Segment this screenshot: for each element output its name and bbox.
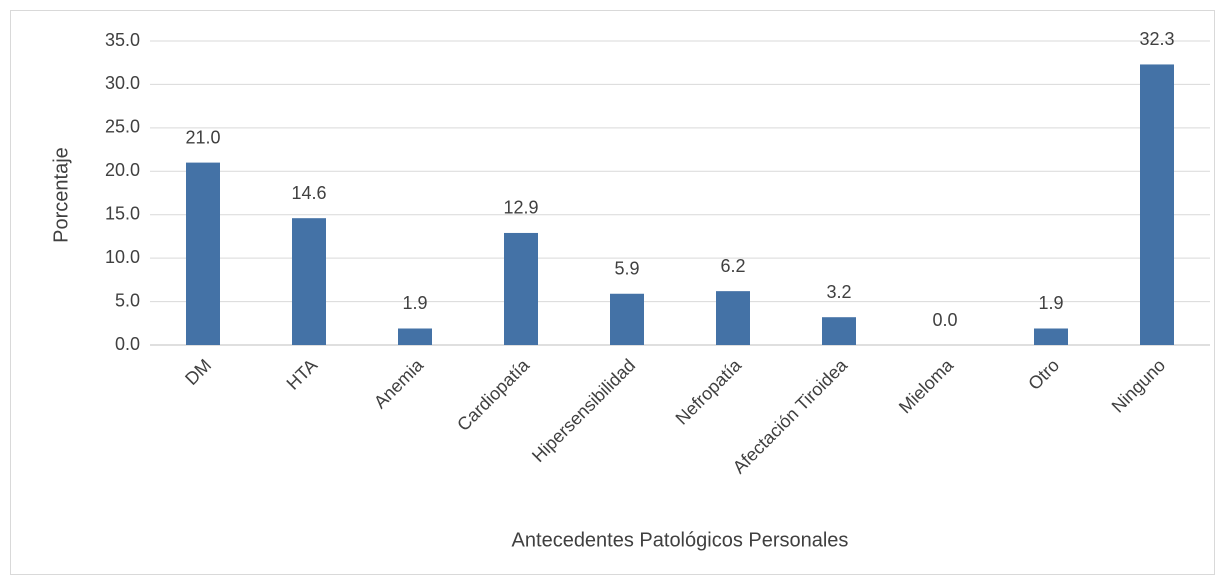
data-label: 5.9 xyxy=(614,259,639,279)
y-tick-label: 5.0 xyxy=(115,290,140,310)
bar xyxy=(716,291,750,345)
data-label: 12.9 xyxy=(503,198,538,218)
data-label: 1.9 xyxy=(1038,293,1063,313)
bar xyxy=(504,232,538,345)
data-label: 1.9 xyxy=(402,293,427,313)
data-label: 6.2 xyxy=(720,256,745,276)
bar xyxy=(292,218,326,345)
y-tick-label: 10.0 xyxy=(105,247,140,267)
bar xyxy=(1140,64,1174,346)
y-tick-label: 20.0 xyxy=(105,160,140,180)
data-label: 0.0 xyxy=(932,310,957,330)
y-tick-label: 30.0 xyxy=(105,73,140,93)
data-label: 32.3 xyxy=(1139,29,1174,49)
y-axis-title: Porcentaje xyxy=(50,147,72,243)
bar xyxy=(398,328,432,345)
data-label: 14.6 xyxy=(291,183,326,203)
y-tick-label: 0.0 xyxy=(115,334,140,354)
y-tick-label: 35.0 xyxy=(105,30,140,50)
bar xyxy=(822,317,856,345)
bar xyxy=(610,293,644,345)
bar xyxy=(186,162,220,345)
y-tick-label: 25.0 xyxy=(105,117,140,137)
x-axis-title: Antecedentes Patológicos Personales xyxy=(512,529,849,551)
data-label: 3.2 xyxy=(826,282,851,302)
bar xyxy=(1034,328,1068,345)
data-label: 21.0 xyxy=(185,127,220,147)
y-tick-label: 15.0 xyxy=(105,203,140,223)
